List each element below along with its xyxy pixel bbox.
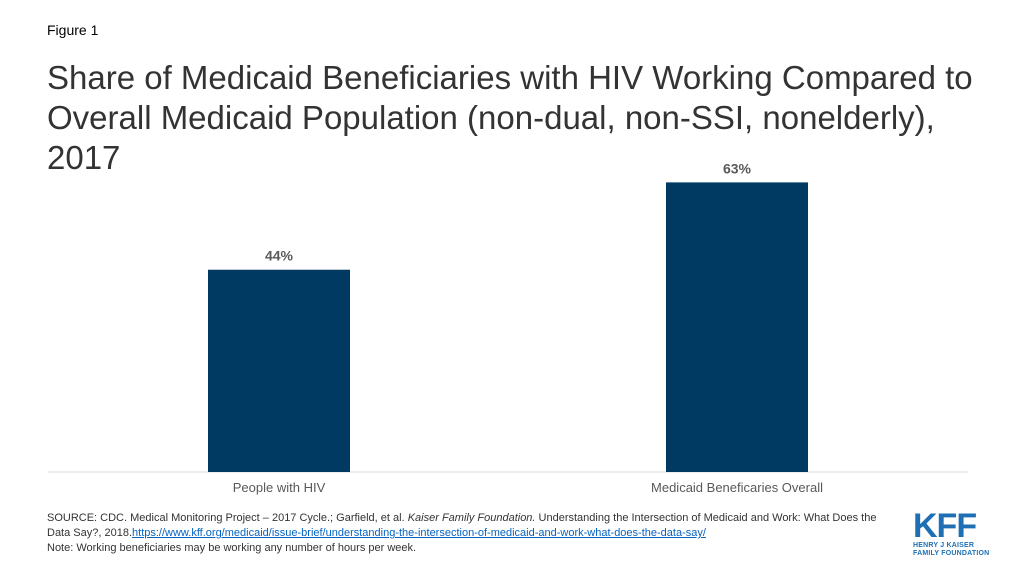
source-link[interactable]: https://www.kff.org/medicaid/issue-brief… [132,527,706,539]
source-text-prefix: SOURCE: CDC. Medical Monitoring Project … [47,512,408,524]
logo-wordmark: KFF [913,507,977,545]
x-tick-label-0: People with HIV [233,480,326,495]
x-tick-label-1: Medicaid Beneficaries Overall [651,480,823,495]
bar-0 [208,269,350,472]
bar-1 [666,182,808,472]
source-text-italic: Kaiser Family Foundation. [407,512,536,524]
bar-chart: 44% People with HIV 63% Medicaid Beneficari… [48,160,968,495]
figure-label: Figure 1 [47,22,99,38]
logo-line-2: FAMILY FOUNDATION [913,550,990,557]
source-text-middle: Understanding the Intersection of Medica… [47,512,877,539]
data-label-0: 44% [265,248,294,264]
logo-line-1: HENRY J KAISER [913,542,975,549]
footer-note: Note: Working beneficiaries may be worki… [47,542,417,554]
data-label-1: 63% [723,160,752,176]
chart-title: Share of Medicaid Beneficiaries with HIV… [47,59,973,176]
kff-logo: KFF HENRY J KAISER FAMILY FOUNDATION [913,507,993,558]
bars-group: 44% People with HIV 63% Medicaid Beneficari… [208,160,823,495]
footer-source: SOURCE: CDC. Medical Monitoring Project … [47,511,897,556]
